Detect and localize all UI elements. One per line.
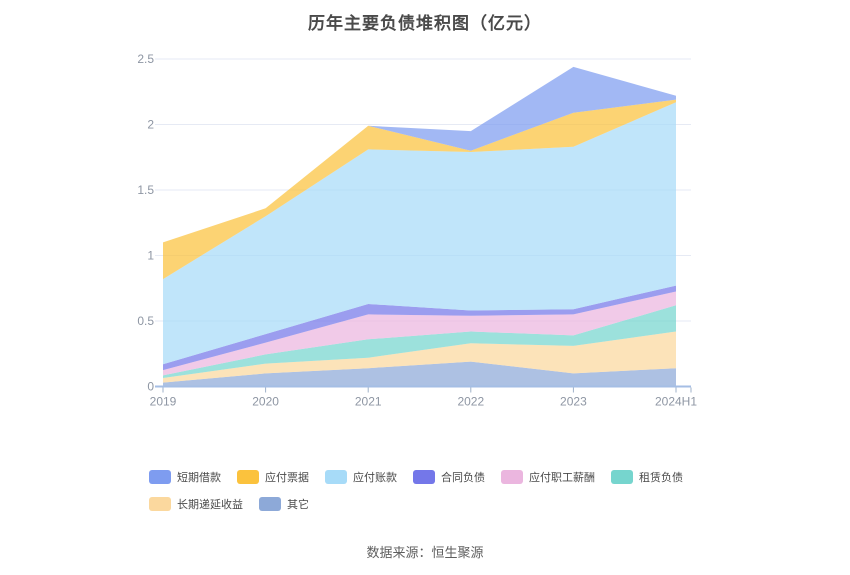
x-axis-label: 2020 bbox=[252, 395, 279, 409]
legend-label: 应付票据 bbox=[265, 472, 309, 484]
area-series-应付票据[interactable] bbox=[163, 99, 676, 280]
area-series-应付账款[interactable] bbox=[163, 102, 676, 365]
y-axis-label: 2 bbox=[147, 118, 154, 132]
y-axis-label: 0 bbox=[147, 380, 154, 394]
legend-label: 租赁负债 bbox=[639, 472, 683, 484]
y-axis-label: 1 bbox=[147, 249, 154, 263]
legend-swatch bbox=[501, 470, 523, 484]
legend-label: 其它 bbox=[287, 499, 309, 511]
area-series-长期递延收益[interactable] bbox=[163, 331, 676, 383]
area-series-其它[interactable] bbox=[163, 361, 676, 387]
legend-label: 应付账款 bbox=[353, 472, 397, 484]
area-series-短期借款[interactable] bbox=[163, 66, 676, 243]
x-axis-label: 2024H1 bbox=[655, 395, 697, 409]
liabilities-stacked-area-chart: 2019 2020 2021 2022 2023 2024H1 0 0.5 1 1.5 2 2.5 bbox=[137, 52, 697, 409]
data-source: 数据来源：恒生聚源 bbox=[366, 545, 484, 560]
y-axis-label: 1.5 bbox=[137, 183, 154, 197]
x-axis-label: 2021 bbox=[355, 395, 382, 409]
legend-item-长期递延收益[interactable]: 长期递延收益 bbox=[149, 496, 243, 512]
y-axis-label: 2.5 bbox=[137, 52, 154, 66]
legend-swatch bbox=[325, 470, 347, 484]
area-series-应付职工薪酬[interactable] bbox=[163, 291, 676, 376]
legend-row: 长期递延收益 其它 bbox=[149, 496, 699, 512]
chart-title: 历年主要负债堆积图（亿元） bbox=[308, 14, 542, 33]
legend-row: 短期借款 应付票据 应付账款 合同负债 应付职工薪酬 租赁负债 bbox=[149, 469, 699, 485]
x-axis-label: 2023 bbox=[560, 395, 587, 409]
y-axis-label: 0.5 bbox=[137, 314, 154, 328]
legend-item-租赁负债[interactable]: 租赁负债 bbox=[611, 469, 683, 485]
legend-label: 应付职工薪酬 bbox=[529, 472, 595, 484]
legend-label: 短期借款 bbox=[177, 472, 221, 484]
legend-item-应付职工薪酬[interactable]: 应付职工薪酬 bbox=[501, 469, 595, 485]
x-axis-label: 2019 bbox=[150, 395, 177, 409]
legend-swatch bbox=[259, 497, 281, 511]
x-axis-label: 2022 bbox=[457, 395, 484, 409]
legend-label: 合同负债 bbox=[441, 472, 485, 484]
legend-item-应付票据[interactable]: 应付票据 bbox=[237, 469, 309, 485]
area-series-租赁负债[interactable] bbox=[163, 305, 676, 378]
legend-item-应付账款[interactable]: 应付账款 bbox=[325, 469, 397, 485]
legend-item-短期借款[interactable]: 短期借款 bbox=[149, 469, 221, 485]
legend-swatch bbox=[149, 470, 171, 484]
legend-swatch bbox=[611, 470, 633, 484]
legend-swatch bbox=[149, 497, 171, 511]
legend-swatch bbox=[413, 470, 435, 484]
legend-item-其它[interactable]: 其它 bbox=[259, 496, 309, 512]
legend-label: 长期递延收益 bbox=[177, 499, 243, 511]
legend-swatch bbox=[237, 470, 259, 484]
chart-legend: 短期借款 应付票据 应付账款 合同负债 应付职工薪酬 租赁负债长期递延收益 其它 bbox=[149, 469, 699, 523]
legend-item-合同负债[interactable]: 合同负债 bbox=[413, 469, 485, 485]
